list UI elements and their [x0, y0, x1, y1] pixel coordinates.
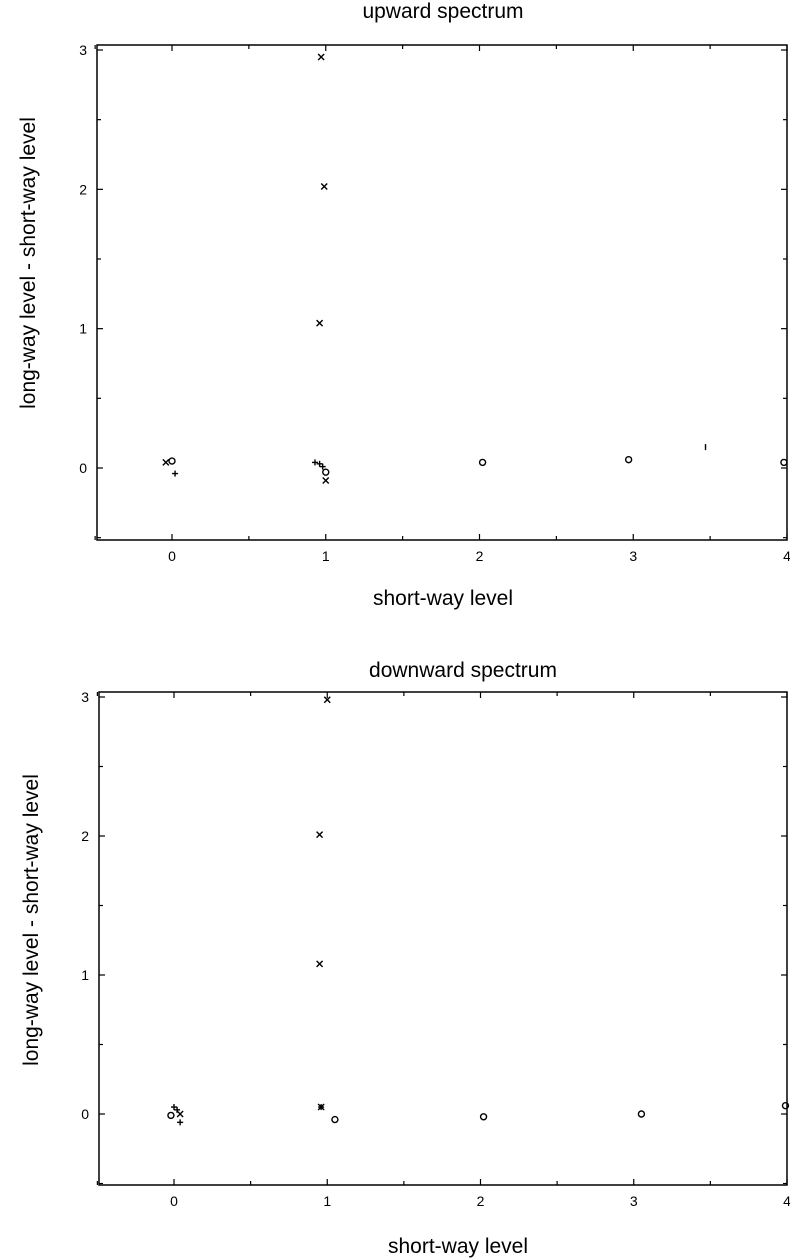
x-tick-label-2: 2 [476, 548, 484, 564]
data-point-plus [177, 1119, 184, 1126]
data-point-plus [311, 459, 318, 466]
x-tick-label-0: 0 [168, 548, 176, 564]
data-point-circle [331, 1115, 339, 1124]
data-point-cross [316, 319, 324, 327]
data-point-cross [316, 831, 324, 839]
data-point-cross [176, 1110, 184, 1118]
y-axis-label: long-way level - short-way level [17, 117, 40, 409]
x-tick-label-3: 3 [629, 548, 637, 564]
downward-spectrum-chart: downward spectrum short-way level long-w… [20, 659, 790, 1258]
data-point-circle [624, 455, 633, 464]
axis-ticks: 0 1 2 3 4 0 1 2 3 [81, 689, 790, 1209]
data-points [167, 696, 790, 1126]
upward-spectrum-chart: upward spectrum short-way level long-way… [17, 0, 790, 610]
y-tick-label-2: 2 [79, 181, 87, 197]
x-axis-label: short-way level [373, 587, 513, 610]
y-axis-label: long-way level - short-way level [20, 774, 43, 1066]
x-tick-label-3: 3 [630, 1193, 638, 1209]
axis-ticks: 0 1 2 3 4 0 1 2 3 [79, 42, 790, 564]
data-point-star [317, 1103, 325, 1111]
x-tick-label-0: 0 [170, 1193, 178, 1209]
data-point-circle [478, 458, 487, 467]
data-point-circle [322, 468, 330, 476]
data-point-cross [323, 696, 331, 704]
data-point-circle [479, 1113, 488, 1121]
data-point-cross [322, 477, 330, 485]
data-point-circle [637, 1110, 646, 1118]
data-point-cross [162, 458, 170, 466]
data-point-plus [316, 460, 323, 467]
x-tick-label-4: 4 [783, 548, 790, 564]
data-point-circle [781, 1101, 790, 1110]
data-point-circle [780, 458, 788, 467]
y-tick-label-3: 3 [79, 42, 87, 58]
data-point-cross [320, 183, 328, 191]
y-tick-label-0: 0 [81, 1106, 89, 1122]
data-points [162, 53, 788, 485]
plot-area [98, 691, 788, 1186]
data-point-plus [319, 463, 326, 470]
x-tick-label-4: 4 [783, 1193, 790, 1209]
x-tick-label-1: 1 [323, 1193, 331, 1209]
data-point-plus [171, 1104, 177, 1111]
y-tick-label-2: 2 [81, 828, 89, 844]
x-tick-label-1: 1 [322, 548, 330, 564]
data-point-plus [172, 470, 179, 477]
plot-area [96, 44, 788, 541]
data-point-circle [168, 457, 176, 465]
x-axis-label: short-way level [388, 1235, 528, 1258]
data-point-cross [316, 960, 324, 968]
y-tick-label-1: 1 [79, 321, 87, 337]
chart-title: downward spectrum [369, 659, 557, 682]
data-point-circle [167, 1111, 175, 1120]
y-tick-label-3: 3 [81, 689, 89, 705]
y-tick-label-1: 1 [81, 967, 89, 983]
x-tick-label-2: 2 [477, 1193, 485, 1209]
chart-title: upward spectrum [362, 0, 523, 23]
data-point-cross [317, 53, 325, 61]
y-tick-label-0: 0 [79, 460, 87, 476]
